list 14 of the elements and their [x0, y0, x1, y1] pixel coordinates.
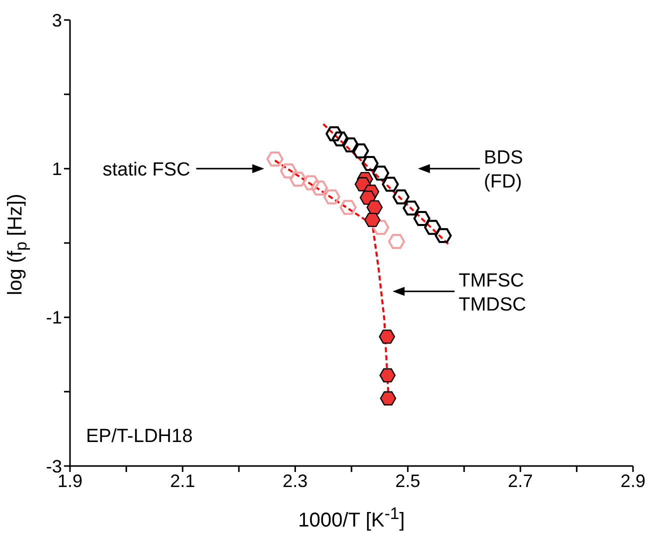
y-tick-label: 1 — [52, 159, 62, 180]
annotation: TMFSC TMDSC — [458, 270, 526, 316]
x-tick-label: 2.9 — [620, 470, 646, 491]
x-tick-label: 2.1 — [170, 470, 196, 491]
y-tick-label: -1 — [46, 308, 62, 328]
x-tick-label: 2.3 — [282, 470, 308, 491]
annotation: static FSC — [102, 160, 190, 181]
annotation: BDS (FD) — [484, 148, 524, 193]
annotation: EP/T-LDH18 — [86, 426, 193, 447]
y-tick-label: 3 — [52, 10, 62, 30]
x-tick-label: 2.7 — [508, 470, 533, 491]
x-axis-title: 1000/T [K$^{-1}$] — [297, 504, 406, 533]
y-tick-label: -3 — [46, 456, 62, 476]
x-tick-label: 2.5 — [395, 470, 420, 491]
